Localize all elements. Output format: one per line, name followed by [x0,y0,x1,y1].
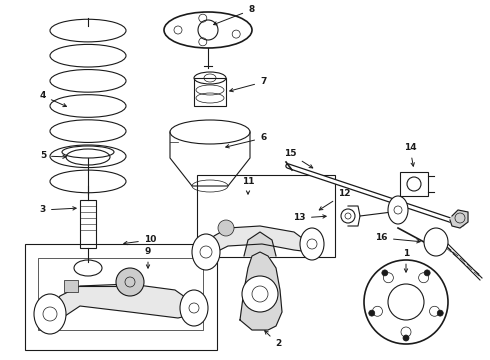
Ellipse shape [424,228,448,256]
Circle shape [424,270,430,276]
Text: 9: 9 [145,248,151,268]
Circle shape [403,335,409,341]
Circle shape [242,276,278,312]
Ellipse shape [180,290,208,326]
Bar [194,78,226,106]
Ellipse shape [218,220,234,236]
Circle shape [369,310,375,316]
Circle shape [364,260,448,344]
Text: 10: 10 [124,235,156,245]
Text: 8: 8 [214,5,254,25]
Text: 6: 6 [226,134,266,148]
Bar [38,258,203,330]
Text: 12: 12 [319,189,350,210]
Text: 5: 5 [40,152,66,161]
Text: 15: 15 [285,149,313,168]
Bar [197,175,335,257]
Text: 11: 11 [242,177,254,194]
Text: 4: 4 [40,91,67,107]
Polygon shape [244,232,276,256]
Text: 7: 7 [230,77,267,92]
Text: 13: 13 [294,213,326,222]
Circle shape [382,270,388,276]
Ellipse shape [192,234,220,270]
Polygon shape [50,284,195,318]
Polygon shape [450,210,468,228]
Text: 1: 1 [403,249,409,272]
Bar [80,200,96,248]
Text: 14: 14 [404,144,416,166]
Circle shape [437,310,443,316]
Bar [25,244,217,350]
Text: 3: 3 [40,206,76,215]
Polygon shape [240,252,282,330]
Ellipse shape [300,228,324,260]
Bar [64,280,78,292]
Text: 2: 2 [265,331,281,348]
Ellipse shape [388,196,408,224]
Ellipse shape [34,294,66,334]
Ellipse shape [116,268,144,296]
Polygon shape [206,226,310,256]
Text: 16: 16 [375,234,420,243]
Bar [400,172,428,196]
